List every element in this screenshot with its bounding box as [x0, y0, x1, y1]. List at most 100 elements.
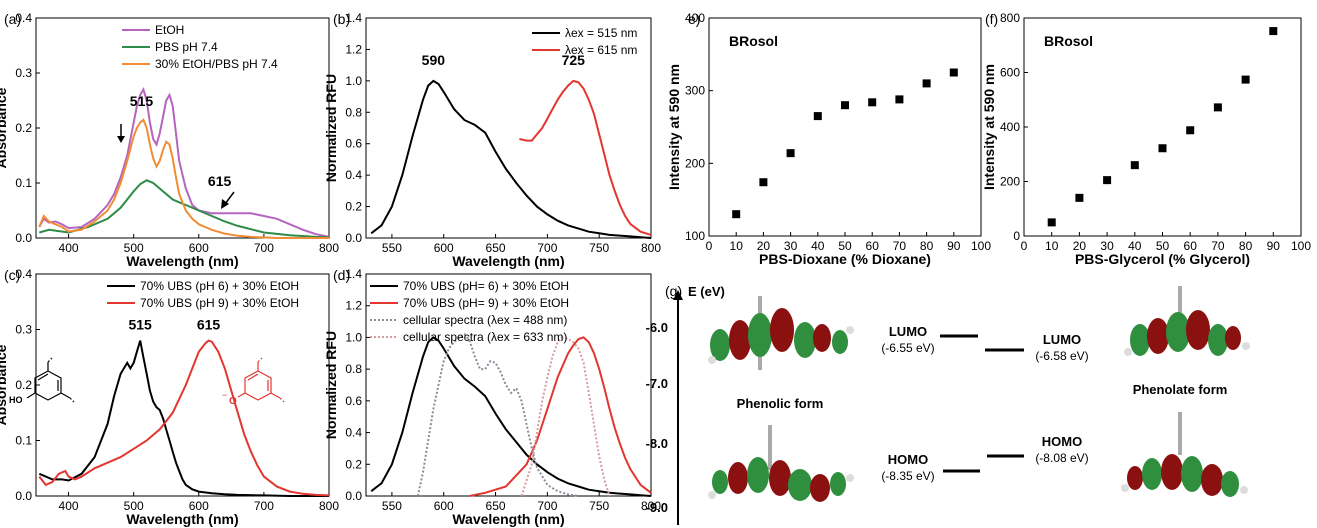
y-axis-label: Absorbance: [0, 87, 9, 168]
x-tick-label: 700: [537, 499, 557, 513]
y-tick-label: 1.0: [345, 330, 362, 344]
panel-label-c: (c): [4, 267, 20, 283]
x-tick-label: 10: [730, 239, 744, 253]
scatter-point: [1075, 193, 1084, 202]
series-line: [38, 339, 330, 497]
phenolate-lumo-label: LUMO: [1043, 332, 1081, 347]
annotation-arrowhead-515: [117, 136, 125, 143]
phenolate-lumo-orbital: [1124, 286, 1250, 356]
x-tick-label: 60: [866, 239, 880, 253]
y-tick-label: 0.3: [15, 323, 32, 337]
y-tick-label: 0.0: [15, 231, 32, 245]
scatter-point: [1213, 103, 1222, 112]
annotation-arrow-615: [224, 191, 235, 205]
x-tick-label: 90: [947, 239, 961, 253]
chart-a: 400 500 600 700 800 0.0 0.1 0.2 0.3 0.4 Wavelength…: [0, 11, 339, 269]
x-tick-label: 400: [59, 241, 79, 255]
y-tick-label: 0.6: [345, 394, 362, 408]
x-tick-label: 0: [706, 239, 713, 253]
plot-frame: [365, 17, 652, 239]
energy-tick-8: -8.0: [646, 436, 668, 451]
phenolate-structure: [237, 357, 285, 403]
panel-label-a: (a): [4, 11, 21, 27]
phenolic-form-label: Phenolic form: [737, 396, 824, 411]
scatter-point: [1269, 27, 1278, 36]
legend-label: cellular spectra (λex = 633 nm): [403, 330, 567, 344]
y-tick-label: 0.4: [15, 11, 32, 25]
scatter-point: [1186, 126, 1195, 135]
peak-annotation: 725: [562, 52, 586, 68]
y-axis-label: Normalized RFU: [323, 331, 339, 439]
x-tick-label: 40: [1128, 239, 1142, 253]
legend-label: cellular spectra (λex = 488 nm): [403, 313, 567, 327]
y-tick-label: 0.4: [15, 267, 32, 281]
x-axis-label: Wavelength (nm): [452, 511, 564, 527]
chart-c: 400 500 600 700 800 0.0 0.1 0.2 0.3 0.4 Wavelength…: [0, 267, 339, 527]
phenolic-homo-orbital: [708, 425, 854, 502]
phenolic-lumo-orbital: [708, 296, 854, 370]
series-line: [520, 336, 611, 497]
x-tick-label: 10: [1045, 239, 1059, 253]
y-tick-label: 1.4: [345, 11, 362, 25]
x-tick-label: 40: [811, 239, 825, 253]
x-tick-label: 70: [893, 239, 907, 253]
x-tick-label: 50: [1156, 239, 1170, 253]
x-tick-label: 500: [124, 241, 144, 255]
series-line: [370, 79, 652, 239]
phenolate-homo-value: (-8.08 eV): [1035, 451, 1088, 465]
x-axis-label: Wavelength (nm): [126, 253, 238, 269]
series-line: [38, 118, 329, 239]
energy-tick-6: -6.0: [646, 320, 668, 335]
x-tick-label: 500: [124, 499, 144, 513]
chart-e: 0 10 20 30 40 50 60 70 80 90 100 100 200 300 400 PBS-Di…: [666, 11, 991, 267]
peak-annotation: 515: [130, 93, 154, 109]
legend-label: λex = 515 nm: [565, 26, 637, 40]
x-tick-label: 750: [589, 499, 609, 513]
y-tick-label: 0.2: [15, 121, 32, 135]
y-tick-label: 800: [1000, 11, 1020, 25]
x-tick-label: 400: [59, 499, 79, 513]
x-axis-label: Wavelength (nm): [126, 511, 238, 527]
peak-annotation: 615: [197, 317, 221, 333]
y-tick-label: 400: [1000, 120, 1020, 134]
x-tick-label: 60: [1184, 239, 1198, 253]
y-tick-label: 0.1: [15, 434, 32, 448]
x-tick-label: 600: [434, 241, 454, 255]
x-tick-label: 550: [382, 499, 402, 513]
phenolic-homo-value: (-8.35 eV): [881, 469, 934, 483]
scatter-point: [922, 79, 931, 88]
phenolic-lumo-value: (-6.55 eV): [881, 341, 934, 355]
y-tick-label: 0.1: [15, 176, 32, 190]
phenolate-charge-label: −: [222, 390, 227, 400]
energy-tick-9: -9.0: [646, 500, 668, 515]
legend-label: 30% EtOH/PBS pH 7.4: [155, 57, 278, 71]
scatter-point: [1047, 218, 1056, 227]
plot-frame: [708, 17, 982, 237]
x-axis-label: PBS-Dioxane (% Dioxane): [759, 251, 931, 267]
x-tick-label: 800: [641, 241, 661, 255]
y-tick-label: 600: [1000, 66, 1020, 80]
x-tick-label: 550: [382, 241, 402, 255]
x-tick-label: 600: [434, 499, 454, 513]
plot-frame: [365, 273, 652, 497]
energy-diagram: (g) E (eV) -6.0 -7.0 -8.0 -9.0: [646, 283, 1250, 525]
y-tick-label: 400: [685, 11, 705, 25]
phenol-structure: [26, 357, 75, 403]
phenolic-lumo-label: LUMO: [889, 324, 927, 339]
y-tick-label: 1.2: [345, 299, 362, 313]
x-tick-label: 700: [254, 499, 274, 513]
y-tick-label: 1.2: [345, 42, 362, 56]
scatter-point: [1130, 161, 1139, 170]
y-axis-label: Intensity at 590 nm: [981, 64, 997, 190]
scatter-point: [1241, 75, 1250, 84]
x-tick-label: 700: [254, 241, 274, 255]
legend-label: PBS pH 7.4: [155, 40, 218, 54]
x-tick-label: 100: [971, 239, 991, 253]
scatter-point: [786, 149, 795, 158]
y-tick-label: 0.0: [345, 231, 362, 245]
scatter-point: [895, 95, 904, 104]
x-axis-label: PBS-Glycerol (% Glycerol): [1075, 251, 1250, 267]
y-tick-label: 0.0: [345, 489, 362, 503]
y-tick-label: 0.0: [15, 489, 32, 503]
